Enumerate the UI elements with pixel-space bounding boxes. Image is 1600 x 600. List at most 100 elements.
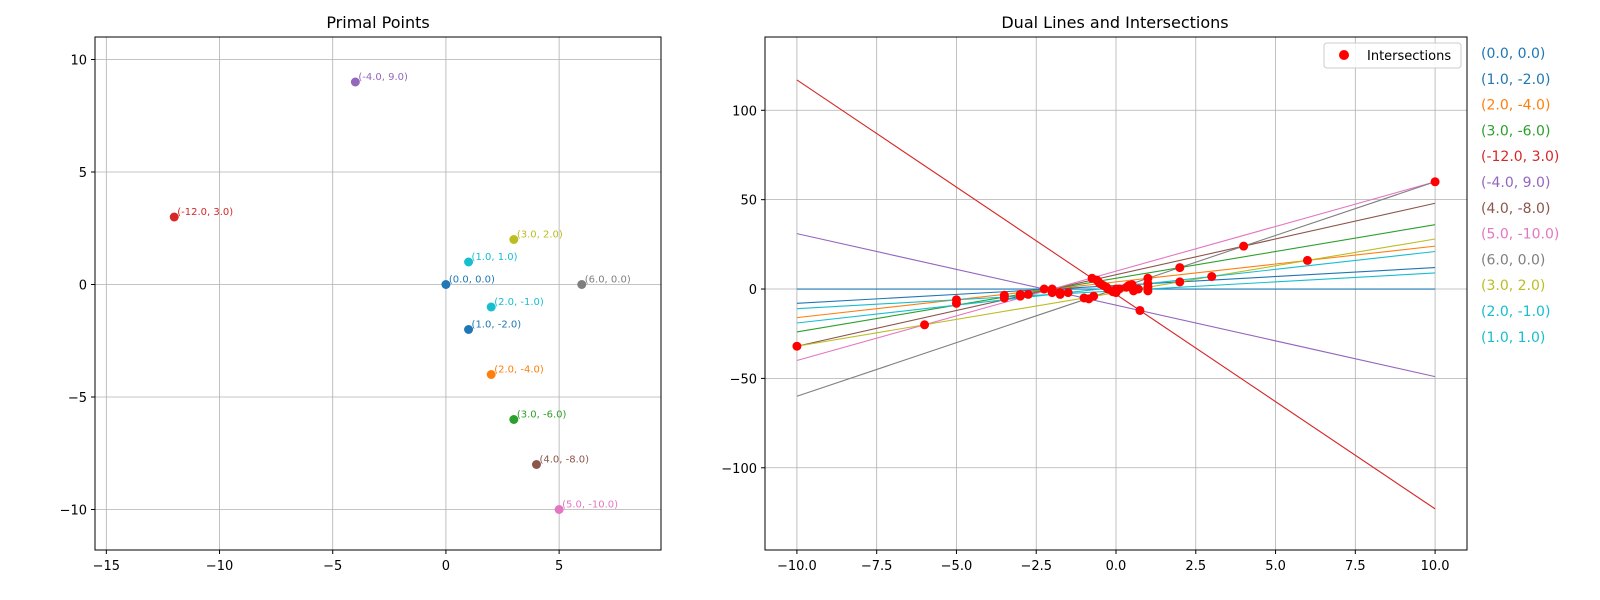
y-tick-label: 50 — [740, 194, 757, 209]
intersection-point — [1239, 241, 1249, 251]
point-label: (3.0, -6.0) — [517, 410, 567, 421]
data-point — [531, 460, 541, 469]
dual-line-label: (1.0, -2.0) — [1481, 72, 1550, 88]
data-point — [169, 212, 179, 222]
legend: Intersections — [1323, 42, 1462, 69]
intersection-point — [1175, 263, 1185, 273]
x-tick-label: 7.5 — [1345, 559, 1366, 574]
point-label: (6.0, 0.0) — [585, 275, 631, 286]
grid — [765, 37, 1467, 550]
dual-line — [796, 245, 1436, 319]
dual-line-label: (-4.0, 9.0) — [1481, 175, 1550, 191]
intersection-point — [1135, 305, 1145, 315]
y-tick-label: −100 — [721, 462, 757, 477]
intersection-point — [1063, 288, 1073, 298]
axes-frame — [764, 36, 1468, 551]
side-labels: (0.0, 0.0) (1.0, -2.0) (2.0, -4.0) (3.0, -6… — [1481, 46, 1559, 346]
intersection-point — [1207, 272, 1217, 282]
y-tick-label: 10 — [70, 54, 87, 69]
data-point — [509, 415, 519, 424]
data-point — [441, 280, 451, 289]
intersection-point — [920, 320, 930, 330]
x-tick-label: −15 — [93, 559, 120, 574]
point-label: (2.0, -1.0) — [494, 297, 544, 308]
dual-line — [796, 181, 1436, 362]
dual-line-label: (4.0, -8.0) — [1481, 201, 1550, 217]
point-label: (4.0, -8.0) — [539, 455, 589, 466]
intersection-point — [1175, 277, 1185, 287]
intersection-point — [1089, 291, 1099, 301]
dual-line-label: (-12.0, 3.0) — [1481, 149, 1559, 165]
x-tick-label: −5.0 — [941, 559, 973, 574]
dual-line — [796, 202, 1436, 347]
point-label: (5.0, -10.0) — [562, 500, 618, 511]
y-tick-label: 0 — [749, 283, 757, 298]
dual-line-label: (3.0, 2.0) — [1481, 278, 1545, 294]
point-label: (1.0, -2.0) — [472, 320, 522, 331]
dual-line — [796, 233, 1436, 378]
data-point — [350, 77, 360, 87]
intersection-point — [792, 341, 802, 351]
points-layer: (0.0, 0.0) (1.0, -2.0) (2.0, -4.0) (3.0, -6… — [169, 72, 631, 514]
axes-frame — [94, 36, 662, 551]
x-tick-label: −10.0 — [777, 559, 817, 574]
y-tick-label: 0 — [79, 279, 87, 294]
x-tick-label: 0 — [442, 559, 450, 574]
y-tick-label: 100 — [732, 104, 757, 119]
intersection-point — [1055, 289, 1065, 299]
intersection-point — [1047, 288, 1057, 298]
intersection-point — [999, 290, 1009, 300]
dual-line-label: (2.0, -1.0) — [1481, 304, 1550, 320]
data-point — [577, 280, 587, 289]
x-tick-label: 0.0 — [1106, 559, 1127, 574]
chart-title: Dual Lines and Intersections — [1001, 13, 1228, 32]
intersection-point — [1015, 289, 1025, 299]
y-tick-label: −10 — [60, 504, 87, 519]
ticks: −15 −10 −5 0 5 −10 −5 0 5 10 — [60, 54, 564, 575]
legend-box — [1323, 42, 1462, 69]
x-tick-label: −2.5 — [1020, 559, 1052, 574]
legend-marker — [1339, 50, 1349, 60]
dual-lines-panel: Dual Lines and Intersections −10.0 −7.5 −5… — [721, 13, 1559, 574]
point-label: (3.0, 2.0) — [517, 230, 563, 241]
data-point — [464, 257, 474, 267]
x-tick-label: 2.5 — [1185, 559, 1206, 574]
intersection-point — [1302, 255, 1312, 265]
data-point — [486, 302, 496, 312]
dual-line — [796, 224, 1436, 333]
x-tick-label: 5 — [555, 559, 563, 574]
point-label: (2.0, -4.0) — [494, 365, 544, 376]
y-tick-label: −5 — [68, 391, 87, 406]
intersection-point — [1039, 284, 1049, 294]
data-point — [554, 505, 564, 514]
data-point — [509, 235, 519, 244]
dual-line-label: (3.0, -6.0) — [1481, 123, 1550, 139]
intersection-point — [1114, 284, 1124, 294]
primal-points-panel: Primal Points (0.0, 0.0) (1.0, -2.0) (2.0,… — [60, 13, 662, 575]
point-label: (0.0, 0.0) — [449, 275, 495, 286]
point-label: (1.0, 1.0) — [472, 252, 518, 263]
data-point — [464, 325, 474, 334]
dual-line-label: (2.0, -4.0) — [1481, 98, 1550, 114]
x-tick-label: −5 — [323, 559, 342, 574]
point-label: (-4.0, 9.0) — [358, 72, 408, 83]
x-tick-label: 10.0 — [1421, 559, 1450, 574]
dual-line-label: (5.0, -10.0) — [1481, 227, 1559, 243]
dual-line-label: (1.0, 1.0) — [1481, 330, 1545, 346]
lines-layer — [792, 79, 1440, 510]
y-tick-label: −50 — [730, 372, 757, 387]
grid — [95, 37, 661, 550]
x-tick-label: −10 — [206, 559, 233, 574]
intersection-point — [951, 298, 961, 308]
intersection-point — [1023, 289, 1033, 299]
dual-line-label: (0.0, 0.0) — [1481, 46, 1545, 62]
intersection-point — [1133, 284, 1143, 294]
dual-line-label: (6.0, 0.0) — [1481, 252, 1545, 268]
y-tick-label: 5 — [79, 166, 87, 181]
ticks: −10.0 −7.5 −5.0 −2.5 0.0 2.5 5.0 7.5 10.0 −100 −50… — [721, 104, 1449, 574]
chart-title: Primal Points — [326, 13, 429, 32]
point-label: (-12.0, 3.0) — [177, 207, 233, 218]
x-tick-label: 5.0 — [1265, 559, 1286, 574]
data-point — [486, 370, 496, 379]
